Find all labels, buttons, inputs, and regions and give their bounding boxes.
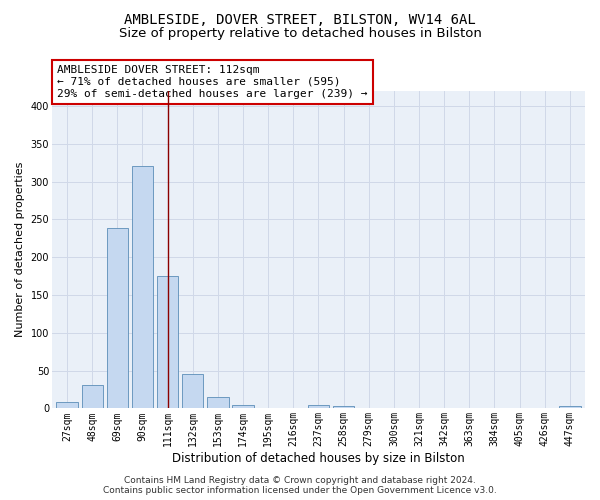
Bar bbox=[56, 402, 78, 408]
Text: AMBLESIDE, DOVER STREET, BILSTON, WV14 6AL: AMBLESIDE, DOVER STREET, BILSTON, WV14 6… bbox=[124, 12, 476, 26]
Text: Contains HM Land Registry data © Crown copyright and database right 2024.
Contai: Contains HM Land Registry data © Crown c… bbox=[103, 476, 497, 495]
Text: Size of property relative to detached houses in Bilston: Size of property relative to detached ho… bbox=[119, 28, 481, 40]
Text: AMBLESIDE DOVER STREET: 112sqm
← 71% of detached houses are smaller (595)
29% of: AMBLESIDE DOVER STREET: 112sqm ← 71% of … bbox=[57, 66, 368, 98]
Bar bbox=[232, 404, 254, 408]
Bar bbox=[157, 276, 178, 408]
Bar bbox=[559, 406, 581, 408]
Bar bbox=[308, 404, 329, 408]
X-axis label: Distribution of detached houses by size in Bilston: Distribution of detached houses by size … bbox=[172, 452, 465, 465]
Bar bbox=[182, 374, 203, 408]
Bar bbox=[82, 385, 103, 408]
Bar bbox=[333, 406, 355, 408]
Bar bbox=[107, 228, 128, 408]
Bar bbox=[132, 166, 153, 408]
Y-axis label: Number of detached properties: Number of detached properties bbox=[15, 162, 25, 338]
Bar bbox=[207, 397, 229, 408]
